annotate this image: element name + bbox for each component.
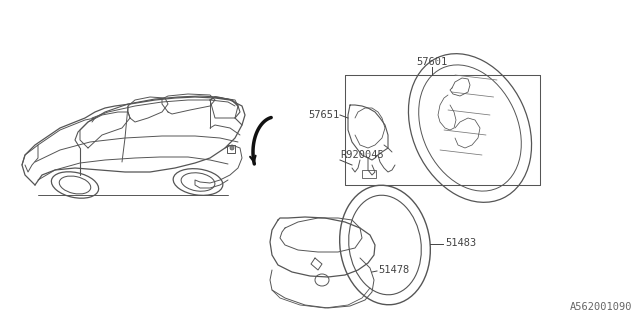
Text: A562001090: A562001090 bbox=[570, 302, 632, 312]
Bar bbox=[227, 145, 235, 153]
Text: 57651: 57651 bbox=[308, 110, 340, 120]
Text: 57601: 57601 bbox=[417, 57, 447, 67]
Text: 51483: 51483 bbox=[445, 238, 476, 248]
Text: R920045: R920045 bbox=[340, 150, 384, 160]
Bar bbox=[362, 170, 376, 178]
Text: 51478: 51478 bbox=[378, 265, 409, 275]
Ellipse shape bbox=[230, 146, 234, 150]
